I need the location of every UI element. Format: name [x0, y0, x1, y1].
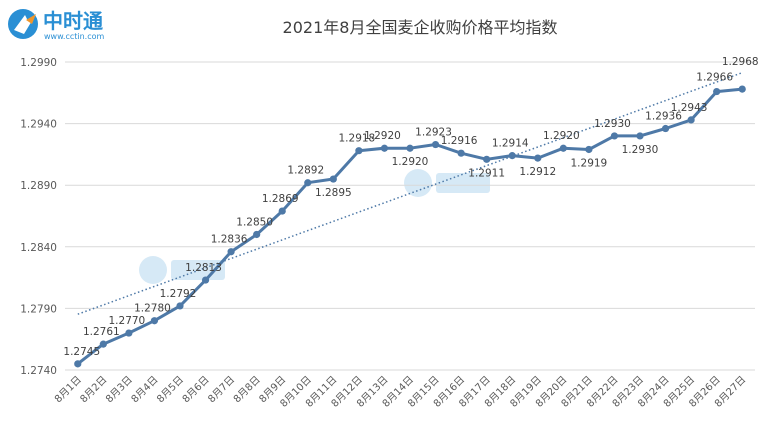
data-label: 1.2892	[287, 165, 324, 177]
data-point	[738, 85, 746, 93]
y-axis: 1.2990 1.2940 1.2890 1.2840 1.2790 1.2740	[20, 57, 57, 377]
x-tick-label: 8月2日	[78, 374, 110, 406]
data-label: 1.2930	[622, 144, 659, 156]
data-label: 1.2943	[671, 102, 708, 114]
y-tick-label: 1.2840	[20, 242, 57, 254]
y-tick-label: 1.2890	[20, 180, 57, 192]
data-point	[559, 144, 567, 152]
data-point	[636, 132, 644, 140]
data-point	[355, 147, 363, 155]
data-label: 1.2869	[262, 193, 299, 205]
data-point	[150, 317, 159, 325]
x-tick-label: 8月4日	[129, 374, 161, 406]
data-label: 1.2911	[468, 167, 505, 179]
logo-brand-text: 中时通	[43, 9, 103, 33]
data-point	[278, 207, 286, 215]
data-label: 1.2813	[185, 262, 222, 274]
data-point	[457, 149, 465, 157]
data-point	[585, 145, 593, 154]
data-label: 1.2912	[519, 166, 556, 178]
data-label: 1.2920	[392, 156, 429, 168]
series-polyline	[76, 87, 743, 365]
data-label: 1.2836	[211, 234, 248, 246]
logo-graphic: 中时通 www.cctin.com	[8, 9, 105, 41]
logo-accent-icon	[26, 14, 36, 24]
data-label: 1.2916	[441, 135, 478, 147]
data-label: 1.2923	[415, 127, 452, 139]
data-label: 1.2936	[645, 111, 682, 123]
data-label: 1.2770	[109, 315, 146, 327]
data-point	[534, 154, 542, 162]
x-tick-label: 8月5日	[154, 374, 186, 406]
x-tick-label: 8月8日	[231, 374, 263, 406]
data-point	[329, 175, 337, 183]
data-label: 1.2968	[722, 56, 759, 68]
trendline-path	[77, 71, 743, 315]
data-label: 1.2914	[492, 138, 529, 150]
y-tick-label: 1.2740	[20, 365, 57, 377]
brand-logo: 中时通 www.cctin.com	[6, 6, 156, 42]
data-label: 1.2895	[315, 187, 352, 199]
data-point	[713, 87, 721, 96]
x-tick-label: 8月7日	[206, 374, 238, 406]
data-point	[687, 116, 695, 124]
data-point	[304, 179, 312, 187]
data-points	[74, 85, 746, 368]
logo-url-text: www.cctin.com	[44, 32, 105, 41]
x-tick-label: 8月1日	[52, 374, 84, 406]
data-point	[508, 152, 516, 160]
logo-leaf-icon	[14, 15, 33, 34]
data-label: 1.2919	[571, 157, 608, 169]
data-point	[125, 329, 133, 337]
data-point	[380, 144, 389, 152]
data-point	[176, 302, 184, 310]
gridlines	[65, 61, 755, 371]
data-label: 1.2850	[236, 216, 273, 228]
y-tick-label: 1.2790	[20, 303, 57, 315]
y-tick-label: 1.2990	[20, 57, 57, 69]
watermark-logo-icon	[404, 169, 432, 197]
data-label: 1.2930	[594, 118, 631, 130]
data-label: 1.2761	[83, 326, 120, 338]
data-point	[99, 340, 107, 348]
x-tick-label: 8月6日	[180, 374, 212, 406]
watermark-logo-icon	[139, 256, 167, 284]
data-point	[201, 276, 210, 284]
chart-title: 2021年8月全国麦企收购价格平均指数	[283, 18, 558, 37]
y-tick-label: 1.2940	[20, 119, 57, 131]
data-point	[406, 144, 414, 152]
data-label: 1.2966	[696, 72, 733, 84]
data-point	[227, 248, 235, 256]
x-axis: 8月1日8月2日8月3日8月4日8月5日8月6日8月7日8月8日8月9日8月10…	[52, 374, 748, 410]
data-label: 1.2745	[63, 346, 100, 358]
data-label: 1.2792	[160, 288, 197, 300]
data-label: 1.2920	[364, 130, 401, 142]
data-point	[661, 124, 670, 133]
series-line	[76, 87, 743, 365]
data-label: 1.2780	[134, 303, 171, 315]
trendline	[77, 71, 743, 315]
data-point	[483, 155, 491, 163]
data-point	[431, 140, 440, 149]
watermark-mark	[436, 173, 490, 193]
data-label: 1.2918	[339, 133, 376, 145]
data-point	[610, 132, 619, 140]
data-point	[253, 230, 261, 239]
data-label: 1.2920	[543, 130, 580, 142]
x-tick-label: 8月3日	[103, 374, 135, 406]
data-point	[74, 360, 82, 368]
